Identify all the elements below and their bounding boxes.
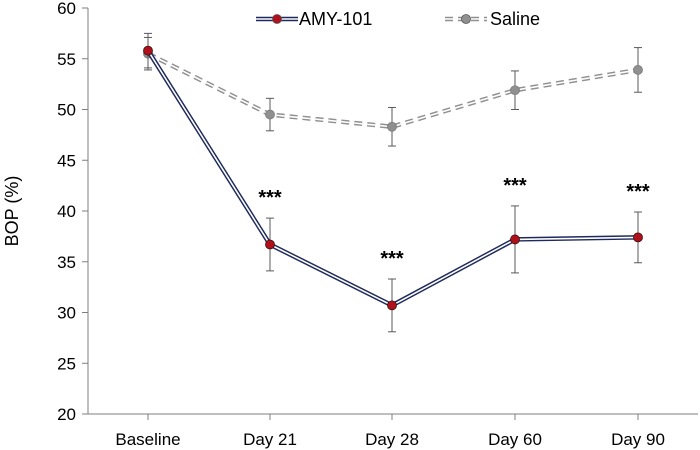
- series-amy-101: [143, 32, 643, 333]
- y-tick-label: 60: [57, 0, 76, 18]
- x-tick-label: Day 28: [365, 430, 419, 449]
- y-tick-label: 20: [57, 405, 76, 424]
- legend-label: Saline: [490, 9, 540, 29]
- legend-marker: [461, 14, 471, 24]
- y-tick-label: 35: [57, 253, 76, 272]
- amy-101-point: [265, 239, 275, 250]
- series-saline: [143, 36, 643, 147]
- saline-point: [510, 85, 520, 96]
- legend-item-saline: Saline: [445, 9, 540, 29]
- amy-101-point: [510, 234, 520, 245]
- y-tick-label: 40: [57, 202, 76, 221]
- series-layer: [143, 32, 643, 333]
- x-tick-label: Day 60: [488, 430, 542, 449]
- legend-marker: [272, 14, 282, 24]
- significance-label: ***: [258, 187, 282, 209]
- y-tick-label: 45: [57, 151, 76, 170]
- saline-point: [387, 121, 397, 132]
- saline-line-inner: [147, 52, 639, 128]
- y-tick-label: 55: [57, 50, 76, 69]
- amy-101-point: [633, 232, 643, 243]
- legend-item-amy-101: AMY-101: [256, 9, 372, 29]
- x-tick-label: Day 90: [611, 430, 665, 449]
- saline-point: [265, 109, 275, 120]
- significance-label: ***: [380, 248, 404, 270]
- y-tick-label: 30: [57, 304, 76, 323]
- annotation-layer: *** *** *** ***: [258, 175, 650, 270]
- x-tick-label: Day 21: [243, 430, 297, 449]
- significance-label: ***: [626, 181, 650, 203]
- y-axis-title: BOP (%): [2, 176, 22, 247]
- legend: AMY-101 Saline: [256, 9, 540, 29]
- x-tick-label: Baseline: [115, 430, 180, 449]
- y-tick-label: 50: [57, 101, 76, 120]
- amy-101-point: [143, 45, 153, 56]
- amy-101-point: [387, 300, 397, 311]
- y-tick-label: 25: [57, 354, 76, 373]
- significance-label: ***: [503, 175, 527, 197]
- saline-point: [633, 65, 643, 75]
- legend-label: AMY-101: [299, 9, 372, 29]
